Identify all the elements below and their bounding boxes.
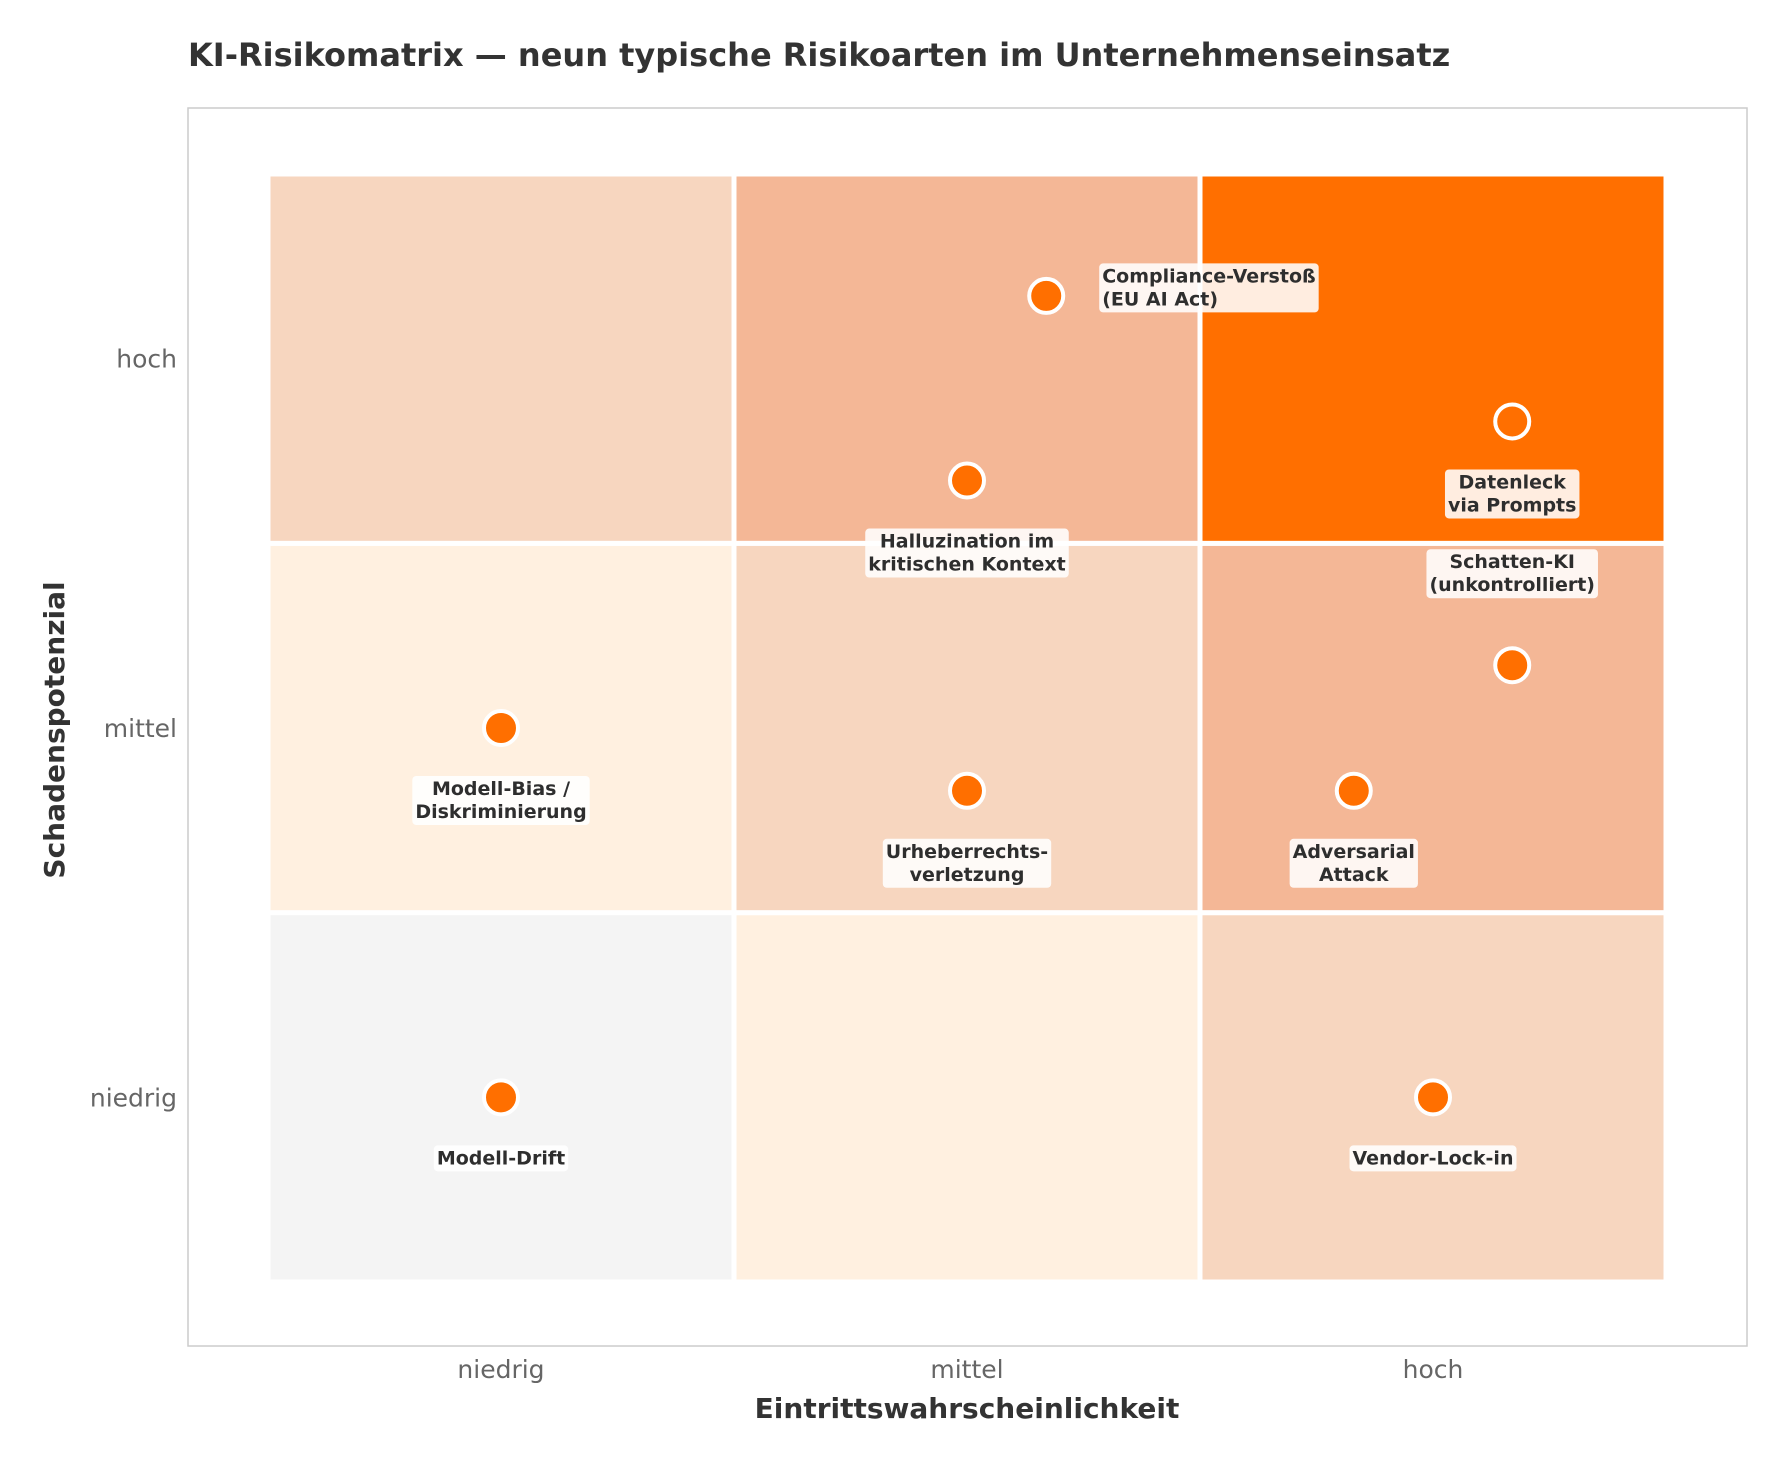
risk-point bbox=[482, 1078, 520, 1117]
label-background bbox=[412, 776, 590, 825]
label-background bbox=[1426, 549, 1598, 599]
risk-label: Modell-Bias / Diskriminierung bbox=[412, 776, 590, 825]
risk-label: Halluzination im kritischen Kontext bbox=[865, 528, 1069, 578]
y-tick-label: hoch bbox=[116, 345, 177, 374]
risk-label-text: Modell-Bias / Diskriminierung bbox=[415, 778, 586, 823]
risk-point bbox=[948, 771, 986, 810]
x-axis-label: Eintrittswahrscheinlichkeit bbox=[755, 1392, 1180, 1425]
risk-point bbox=[1334, 771, 1373, 810]
matrix-cell bbox=[1197, 171, 1669, 546]
risk-label: Datenleck via Prompts bbox=[1444, 469, 1580, 519]
chart-title: KI-Risikomatrix — neun typische Risikoar… bbox=[188, 36, 1450, 74]
label-background bbox=[1289, 838, 1418, 888]
label-background bbox=[433, 1145, 569, 1172]
y-axis-label: Schadenspotenzial bbox=[38, 581, 71, 878]
risk-labels: Compliance-Verstoß (EU AI Act) Datenleck vi… bbox=[412, 263, 1598, 1172]
x-tick-label: niedrig bbox=[457, 1355, 544, 1384]
risk-point bbox=[482, 709, 520, 747]
x-tick-label: mittel bbox=[930, 1355, 1003, 1384]
y-tick-label: mittel bbox=[104, 714, 177, 743]
risk-label-text: Modell-Drift bbox=[437, 1147, 565, 1169]
risk-label-text: Datenleck via Prompts bbox=[1448, 471, 1576, 516]
label-background bbox=[882, 838, 1052, 888]
label-background bbox=[865, 528, 1069, 578]
label-background bbox=[1444, 469, 1580, 519]
risk-label-text: Compliance-Verstoß (EU AI Act) bbox=[1102, 265, 1315, 310]
risk-label-text: Urheberrechts-verletzung bbox=[886, 841, 1048, 886]
y-tick-label: niedrig bbox=[90, 1083, 177, 1112]
risk-label-text: Vendor-Lock-in bbox=[1353, 1147, 1514, 1169]
risk-point bbox=[948, 461, 986, 500]
risk-label: Modell-Drift bbox=[433, 1145, 569, 1172]
plot-frame bbox=[187, 107, 1748, 1347]
matrix-cell bbox=[1197, 540, 1669, 916]
risk-label-text: Schatten-KI (unkontrolliert) bbox=[1429, 551, 1595, 596]
matrix-cell bbox=[731, 910, 1203, 1285]
risk-label-text: Halluzination im kritischen Kontext bbox=[868, 531, 1066, 576]
risk-label: Urheberrechts-verletzung bbox=[882, 838, 1052, 888]
matrix-cells bbox=[265, 171, 1669, 1285]
axis-ticks: niedrig mittel hoch niedrig mittel hoch bbox=[90, 345, 1464, 1384]
risk-points bbox=[482, 276, 1532, 1117]
risk-label: Adversarial Attack bbox=[1289, 838, 1418, 888]
matrix-cell bbox=[265, 171, 737, 546]
risk-point bbox=[1493, 402, 1532, 441]
risk-label: Vendor-Lock-in bbox=[1349, 1145, 1517, 1172]
label-background bbox=[1349, 1145, 1517, 1172]
risk-label-text: Adversarial Attack bbox=[1293, 841, 1415, 886]
risk-point bbox=[1493, 646, 1532, 685]
risk-point bbox=[1027, 276, 1066, 315]
risk-label: Schatten-KI (unkontrolliert) bbox=[1426, 549, 1598, 599]
risk-point bbox=[1414, 1078, 1452, 1117]
risk-label: Compliance-Verstoß (EU AI Act) bbox=[1099, 263, 1319, 313]
label-background bbox=[1099, 263, 1319, 313]
x-tick-label: hoch bbox=[1403, 1355, 1464, 1384]
